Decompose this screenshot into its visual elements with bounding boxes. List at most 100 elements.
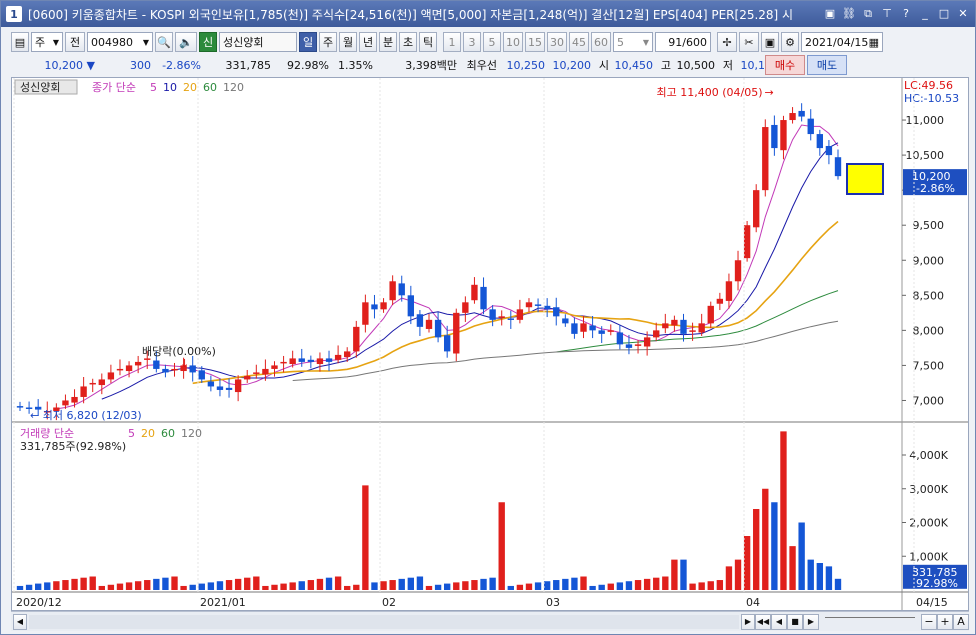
- candle: [643, 337, 651, 347]
- candle: [180, 365, 187, 372]
- zoom-out-icon[interactable]: −: [921, 613, 937, 630]
- candle: [207, 381, 215, 387]
- candle: [271, 365, 278, 369]
- candle: [543, 305, 551, 310]
- type-select[interactable]: 주 ▼: [31, 32, 63, 52]
- volume-bar: [271, 584, 278, 590]
- chart-list-icon[interactable]: ▤: [11, 32, 29, 52]
- chart-area[interactable]: 11,00010,50010,0009,5009,0008,5008,0007,…: [11, 77, 969, 611]
- sell-button[interactable]: 매도: [807, 55, 847, 75]
- hc-label: HC:-10.53: [904, 92, 959, 105]
- speed-slider[interactable]: [825, 616, 915, 627]
- scroll-left-icon[interactable]: ◀: [13, 613, 27, 630]
- interval-select[interactable]: 5 ▼: [613, 32, 653, 52]
- interval-45[interactable]: 45: [569, 32, 589, 52]
- dividend-annotation: 배당락(0.00%): [142, 345, 216, 358]
- interval-15[interactable]: 15: [525, 32, 545, 52]
- interval-60[interactable]: 60: [591, 32, 611, 52]
- period-month[interactable]: 월: [339, 32, 357, 52]
- stop-icon[interactable]: ■: [787, 613, 803, 630]
- y-tick-label: 11,000: [906, 114, 945, 127]
- stock-code-value: 004980: [91, 35, 133, 49]
- credit-badge: 신: [199, 32, 217, 52]
- date-input[interactable]: 2021/04/15 ▦: [801, 32, 883, 52]
- zoom-in-icon[interactable]: +: [937, 613, 953, 630]
- chart-svg[interactable]: 11,00010,50010,0009,5009,0008,5008,0007,…: [12, 78, 968, 610]
- candle: [116, 368, 124, 371]
- minimize-icon[interactable]: _: [922, 7, 928, 20]
- ask1: 10,250: [506, 58, 546, 72]
- volume-bar: [834, 578, 842, 590]
- gear-icon[interactable]: ⚙: [781, 32, 799, 52]
- volume-bar: [562, 578, 569, 590]
- candle: [298, 358, 305, 362]
- stock-code-input[interactable]: 004980 ▼: [87, 32, 153, 52]
- close-icon[interactable]: ✕: [958, 7, 968, 20]
- arrow-right-icon: →: [765, 86, 774, 99]
- crosshair-icon[interactable]: ✢: [717, 32, 737, 52]
- count-input[interactable]: 91/600: [655, 32, 711, 52]
- play-back-icon[interactable]: ◀: [771, 613, 787, 630]
- volume-bar: [807, 559, 814, 590]
- restore-icon[interactable]: ⧉: [864, 6, 872, 20]
- interval-10[interactable]: 10: [503, 32, 523, 52]
- last-volume-ratio: 92.98%: [916, 577, 958, 590]
- last-volume-label: 331,785: [912, 566, 958, 579]
- candle: [62, 400, 69, 406]
- candle: [425, 319, 433, 329]
- volume-bar: [80, 577, 87, 590]
- save-icon[interactable]: ▣: [761, 32, 779, 52]
- volume-tick-label: 2,000K: [909, 517, 948, 530]
- maximize-icon[interactable]: □: [938, 7, 950, 20]
- speaker-icon[interactable]: 🔈: [175, 32, 197, 52]
- interval-5[interactable]: 5: [483, 32, 501, 52]
- candle: [725, 281, 733, 301]
- period-day[interactable]: 일: [299, 32, 317, 52]
- x-tick-label: 03: [546, 596, 560, 609]
- volume-bar: [353, 584, 360, 590]
- candle: [534, 304, 542, 306]
- period-year[interactable]: 년: [359, 32, 377, 52]
- interval-1[interactable]: 1: [443, 32, 461, 52]
- indicator-title: 종가 단순: [92, 81, 136, 94]
- prev-button[interactable]: 전: [65, 32, 85, 52]
- volume-bar: [134, 581, 142, 590]
- scroll-right-icon[interactable]: ▶: [741, 613, 755, 630]
- period-second[interactable]: 초: [399, 32, 417, 52]
- volume-bar: [634, 580, 642, 590]
- pin-icon[interactable]: ⊤: [882, 7, 892, 20]
- volume-bar: [798, 522, 805, 590]
- volume-bar: [144, 580, 151, 590]
- candle: [153, 360, 160, 369]
- candle: [25, 407, 33, 409]
- buy-button[interactable]: 매수: [765, 55, 805, 75]
- rewind-icon[interactable]: ◀◀: [755, 613, 771, 630]
- period-week[interactable]: 주: [319, 32, 337, 52]
- volume-bar: [671, 559, 678, 590]
- volume-bar: [116, 583, 124, 590]
- search-icon[interactable]: 🔍: [155, 32, 173, 52]
- interval-select-value: 5: [617, 35, 624, 49]
- candle: [289, 358, 296, 365]
- volume-bar: [189, 584, 196, 590]
- link-icon[interactable]: ⛓: [842, 7, 856, 20]
- play-icon[interactable]: ▶: [803, 613, 819, 630]
- period-tick[interactable]: 틱: [419, 32, 437, 52]
- scroll-track[interactable]: [29, 614, 739, 629]
- scroll-bar[interactable]: ◀ ▶ ◀◀ ◀ ■ ▶ − + A: [11, 611, 969, 631]
- volume-bar: [244, 577, 251, 590]
- interval-3[interactable]: 3: [463, 32, 481, 52]
- font-icon[interactable]: A: [953, 613, 969, 630]
- volume-bar: [498, 502, 505, 590]
- period-minute[interactable]: 분: [379, 32, 397, 52]
- candle: [762, 127, 769, 191]
- candle: [316, 358, 324, 365]
- volume-bar: [471, 580, 478, 590]
- lock-icon[interactable]: ▣: [824, 7, 836, 20]
- candle: [743, 225, 751, 259]
- help-icon[interactable]: ?: [903, 7, 909, 20]
- tool-icon[interactable]: ✂: [739, 32, 759, 52]
- volume-bar: [162, 577, 169, 590]
- candle: [816, 134, 824, 149]
- interval-30[interactable]: 30: [547, 32, 567, 52]
